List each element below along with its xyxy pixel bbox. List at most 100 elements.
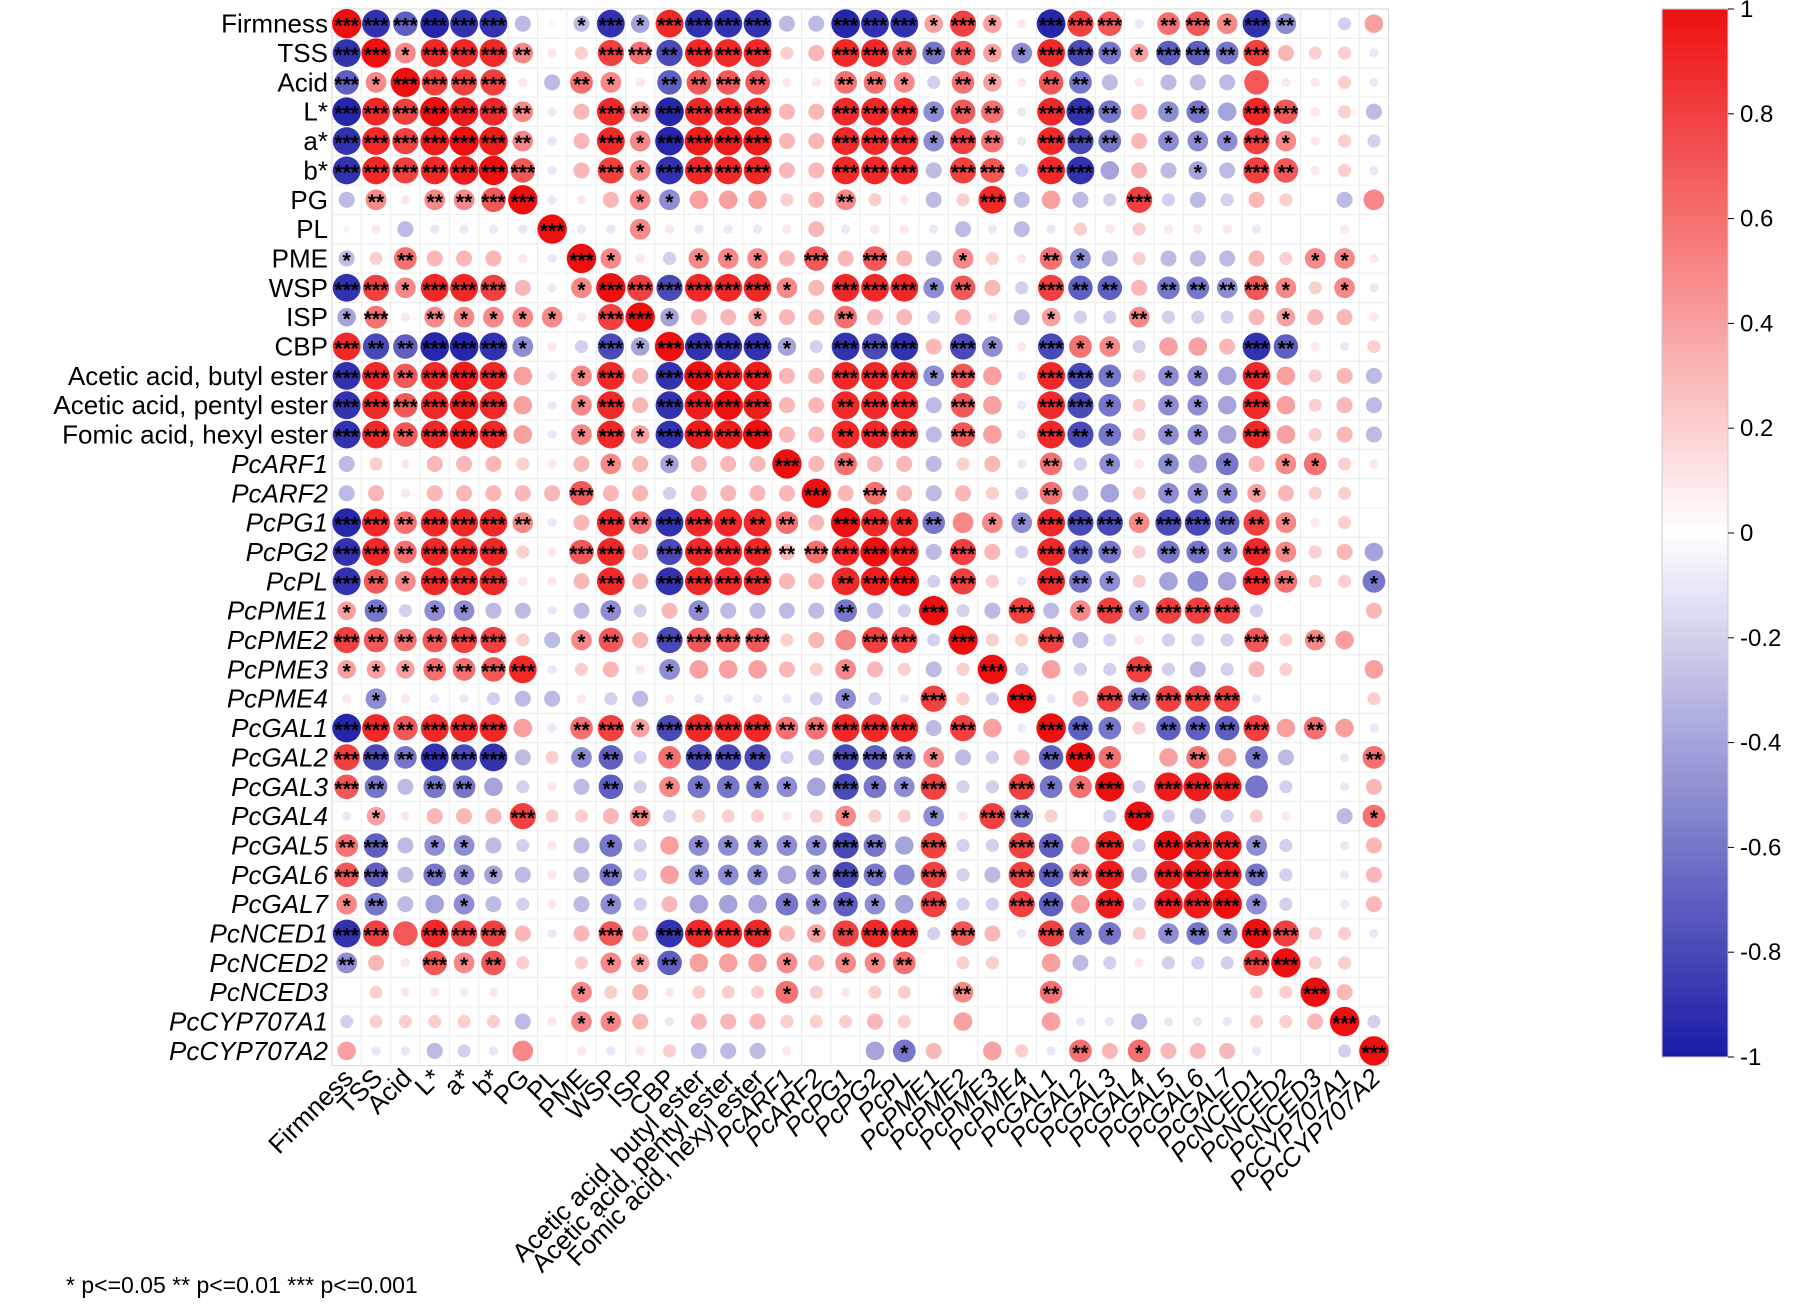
heatmap-cell (598, 745, 624, 770)
significance-mark: *** (481, 719, 506, 742)
heatmap-cell (688, 864, 710, 886)
heatmap-cell (744, 744, 771, 771)
significance-mark: ** (427, 191, 444, 214)
heatmap-cell (1187, 482, 1209, 504)
heatmap-cell (956, 662, 970, 676)
heatmap-cell (896, 250, 913, 267)
heatmap-cell (1095, 889, 1125, 919)
heatmap-cell (602, 808, 619, 825)
heatmap-cell (890, 332, 919, 361)
colorbar-tick-label: 0.4 (1740, 310, 1773, 337)
heatmap-cell (480, 920, 507, 947)
significance-mark: ** (515, 103, 532, 126)
heatmap-cell (890, 508, 919, 537)
significance-mark: * (1135, 1042, 1144, 1065)
heatmap-cell (656, 626, 683, 654)
heatmap-cell (868, 692, 882, 706)
heatmap-cell (655, 97, 684, 127)
heatmap-cell (860, 567, 890, 596)
heatmap-cell (1220, 956, 1234, 970)
heatmap-cell (514, 15, 531, 32)
significance-mark: *** (422, 954, 447, 977)
row-labels: FirmnessTSSAcidL*a*b*PGPLPMEWSPISPCBPAce… (53, 9, 329, 1066)
significance-mark: ** (955, 44, 972, 67)
heatmap-cell (485, 485, 502, 502)
heatmap-cell (748, 894, 767, 914)
heatmap-cell (632, 573, 649, 590)
significance-mark: *** (951, 543, 976, 566)
heatmap-cell (659, 776, 680, 798)
heatmap-cell (804, 540, 828, 564)
heatmap-cell (778, 543, 795, 561)
heatmap-cell (923, 277, 945, 299)
significance-mark: *** (716, 161, 741, 184)
heatmap-cell (400, 811, 411, 821)
significance-mark: * (577, 426, 586, 449)
heatmap-cell (1098, 393, 1122, 417)
significance-mark: *** (1303, 983, 1328, 1006)
heatmap-cell (776, 835, 798, 856)
heatmap-cell (393, 422, 418, 447)
heatmap-cell (571, 629, 592, 651)
heatmap-cell (1013, 309, 1030, 326)
heatmap-cell (714, 538, 743, 566)
significance-mark: ** (1043, 73, 1060, 96)
significance-mark: * (783, 338, 792, 361)
significance-mark: *** (334, 514, 359, 537)
heatmap-cell (485, 808, 502, 825)
heatmap-cell (1279, 662, 1293, 676)
heatmap-cell (833, 891, 858, 917)
significance-mark: *** (921, 866, 946, 889)
heatmap-cell (749, 455, 766, 472)
heatmap-cell (778, 162, 795, 179)
significance-mark: *** (716, 338, 741, 361)
heatmap-cell (481, 950, 506, 976)
heatmap-cell (544, 74, 561, 91)
heatmap-cell (332, 97, 361, 127)
heatmap-cell (1275, 13, 1297, 35)
heatmap-cell (335, 834, 359, 857)
heatmap-cell (655, 9, 684, 38)
heatmap-cell (897, 662, 911, 676)
heatmap-cell (1283, 608, 1289, 614)
heatmap-cell (1245, 746, 1268, 769)
heatmap-cell (1195, 989, 1201, 995)
significance-mark: * (489, 866, 498, 889)
heatmap-cell (1300, 977, 1330, 1007)
heatmap-cell (1279, 1015, 1293, 1029)
heatmap-cell (1338, 75, 1352, 89)
heatmap-cell (398, 1015, 412, 1029)
heatmap-cell (987, 224, 998, 234)
heatmap-cell (424, 189, 446, 211)
heatmap-cell (1165, 989, 1171, 995)
significance-mark: *** (1098, 514, 1123, 537)
heatmap-cell (1183, 772, 1213, 802)
heatmap-cell (420, 9, 450, 38)
heatmap-cell (713, 390, 743, 420)
significance-mark: * (519, 338, 528, 361)
colorbar-gradient (1661, 8, 1729, 1058)
heatmap-cell (453, 306, 475, 328)
heatmap-cell (1099, 336, 1121, 357)
heatmap-cell (628, 511, 652, 534)
heatmap-cell (1098, 540, 1122, 564)
heatmap-cell (1019, 989, 1025, 995)
significance-mark: ** (397, 543, 414, 566)
heatmap-cell (422, 627, 448, 653)
significance-mark: ** (338, 836, 355, 859)
heatmap-cell (1128, 600, 1150, 622)
heatmap-cell (518, 77, 528, 88)
heatmap-cell (861, 919, 889, 948)
heatmap-cell (751, 809, 765, 823)
significance-mark: *** (687, 543, 712, 566)
heatmap-cell (424, 600, 446, 622)
heatmap-cell (371, 1046, 381, 1056)
heatmap-cell (369, 1015, 383, 1029)
heatmap-cell (426, 455, 443, 472)
heatmap-cell (749, 602, 766, 619)
heatmap-cell (599, 834, 623, 857)
heatmap-cell (1158, 365, 1179, 387)
significance-mark: *** (422, 426, 447, 449)
significance-mark: ** (1102, 279, 1119, 302)
significance-mark: ** (1043, 866, 1060, 889)
